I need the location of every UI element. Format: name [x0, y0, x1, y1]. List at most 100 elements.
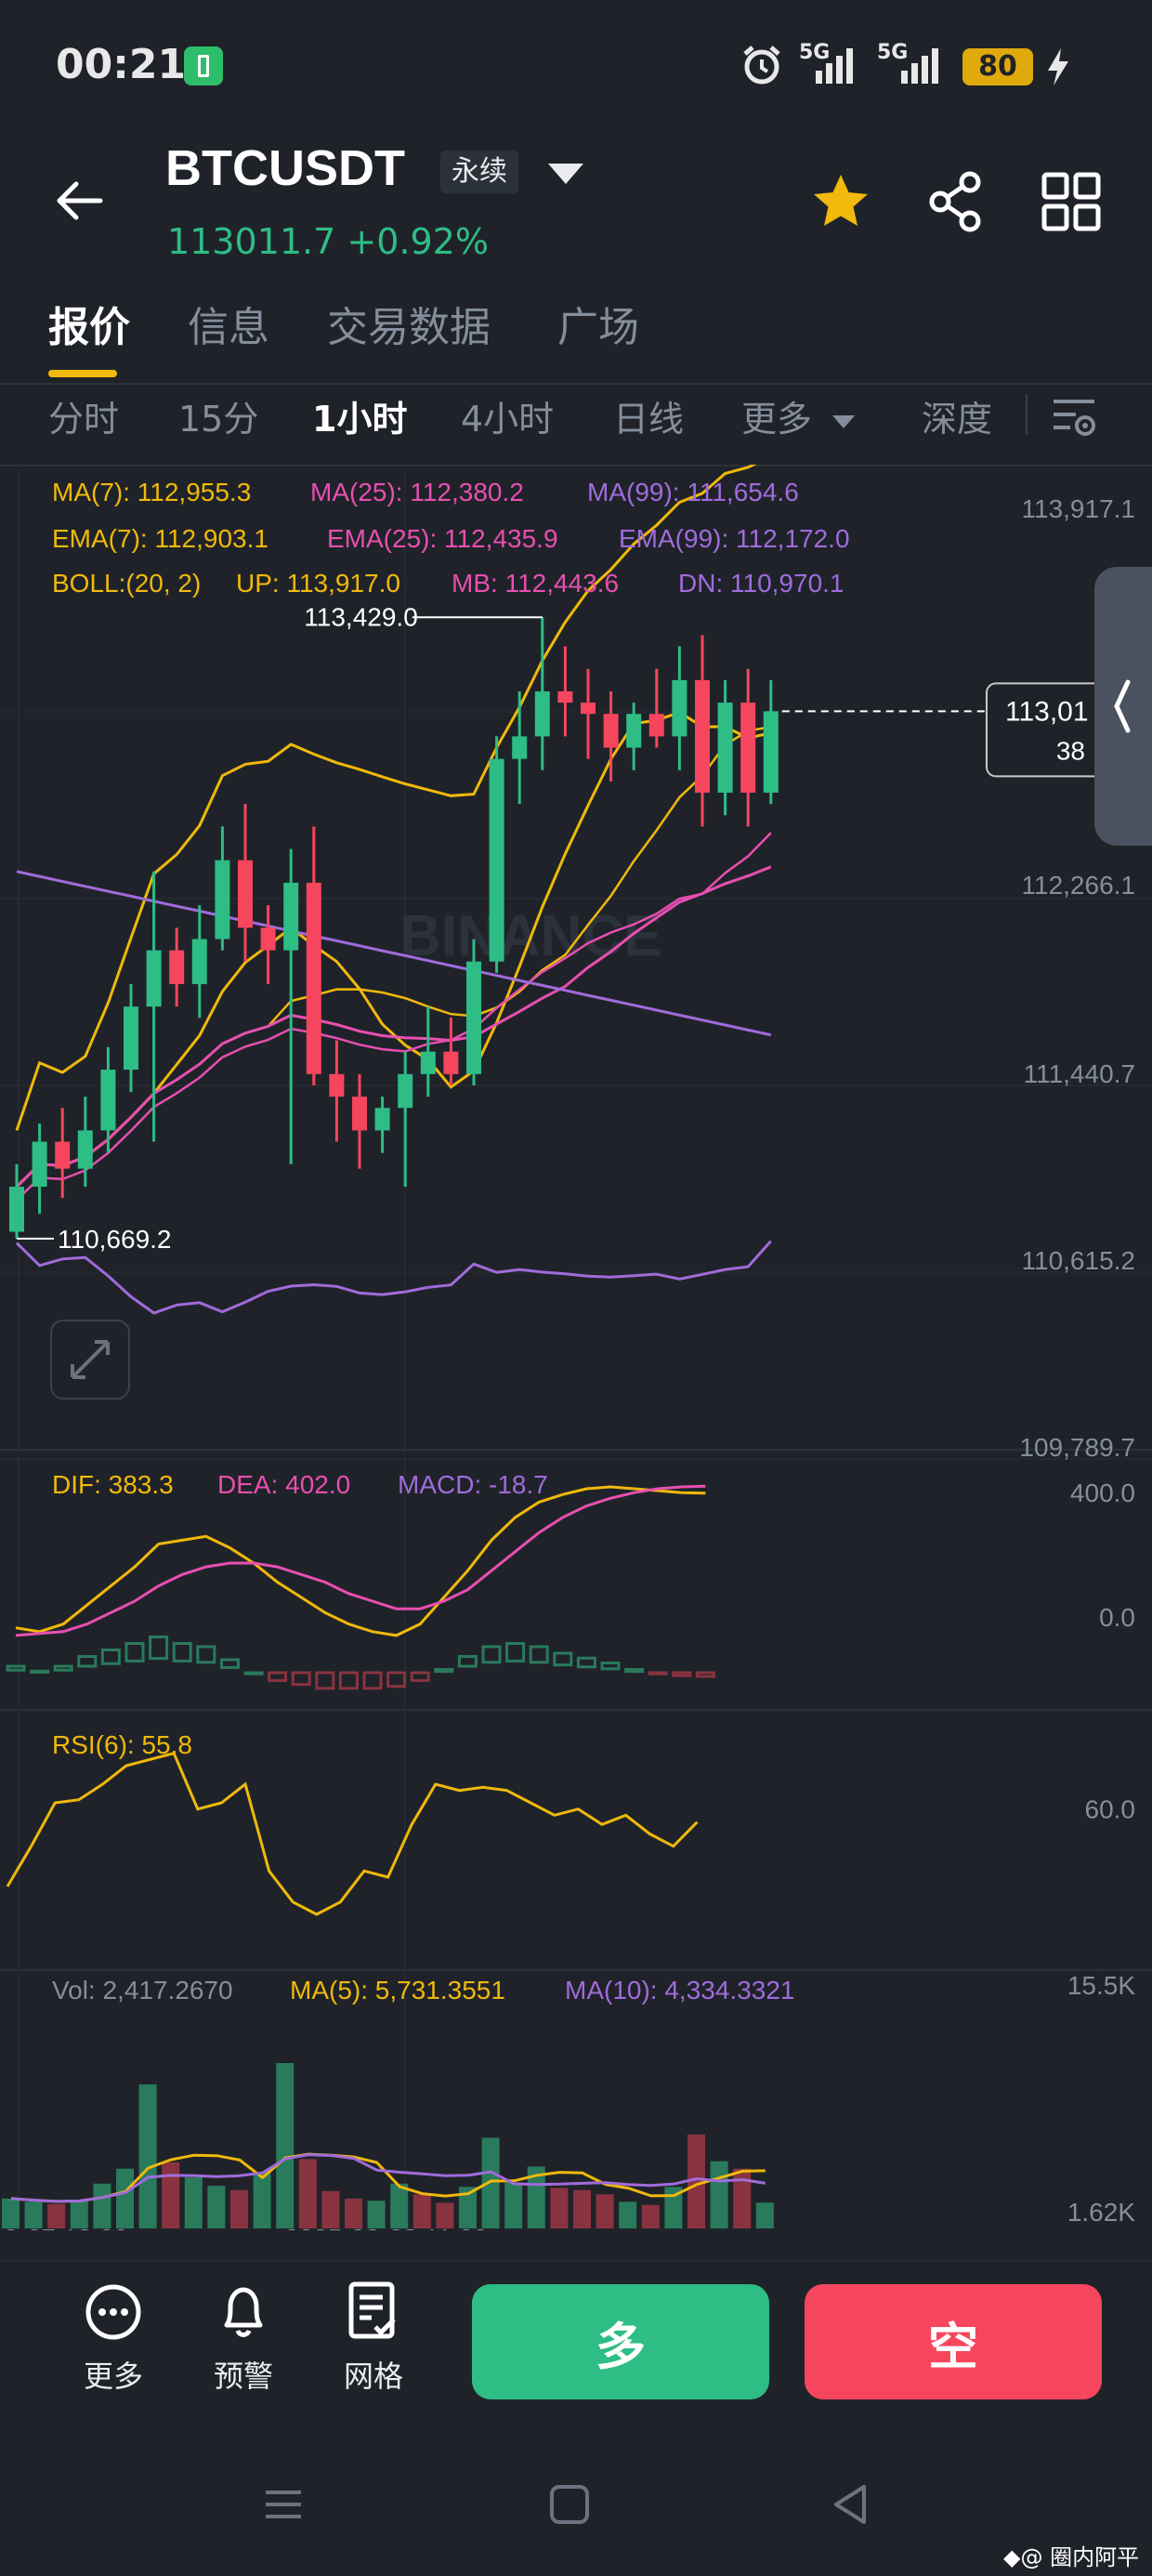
- macd-histogram-bar: [434, 1668, 454, 1674]
- candle: [740, 668, 756, 827]
- macd-histogram-bar: [624, 1668, 645, 1674]
- macd-histogram-bar: [600, 1662, 621, 1671]
- candle-body: [581, 703, 596, 715]
- interval-1h[interactable]: 1小时: [312, 399, 408, 440]
- candle: [306, 826, 321, 1085]
- volume-bar: [47, 2203, 66, 2228]
- volume-bar: [504, 2182, 523, 2228]
- candle: [695, 635, 710, 827]
- home-nav-icon[interactable]: [546, 2481, 593, 2528]
- chevron-left-icon: [1114, 679, 1131, 733]
- charging-icon: [184, 46, 223, 85]
- boll-params-label: BOLL:(20, 2): [52, 569, 202, 598]
- tab-square[interactable]: 广场: [557, 304, 639, 351]
- macd-histogram-bar: [30, 1669, 50, 1674]
- interval-daily[interactable]: 日线: [613, 399, 685, 440]
- back-arrow-icon[interactable]: [52, 173, 108, 229]
- network-type-2: 5G: [877, 41, 909, 64]
- chart-settings-icon[interactable]: [1048, 390, 1100, 442]
- kline-chart[interactable]: BINANCE113,917.1113,09112,266.1111,440.7…: [0, 465, 1152, 2230]
- candle-body: [512, 736, 528, 759]
- boll-dn-label: DN: 110,970.1: [678, 569, 844, 598]
- interval-timeline[interactable]: 分时: [48, 399, 120, 440]
- candle: [283, 848, 299, 1164]
- back-nav-icon[interactable]: [827, 2481, 873, 2528]
- volume-bar: [138, 2083, 157, 2228]
- expand-icon: [71, 1340, 110, 1379]
- price-axis-label: 110,615.2: [1022, 1246, 1136, 1275]
- macd-histogram-bar: [196, 1645, 216, 1664]
- macd-histogram-bar: [362, 1671, 383, 1690]
- tab-info[interactable]: 信息: [188, 304, 269, 351]
- candle: [191, 905, 207, 1019]
- more-button[interactable]: [58, 2273, 169, 2394]
- candle-body: [695, 679, 710, 793]
- macd-dea-line: [15, 1484, 706, 1637]
- price-axis-label: 109,789.7: [1019, 1433, 1135, 1462]
- status-bar: 00:21 5G 5G 80: [0, 0, 1152, 130]
- candle: [489, 736, 504, 973]
- candle-body: [169, 950, 185, 984]
- volume-bar: [596, 2194, 614, 2228]
- grid-menu-icon[interactable]: [1039, 169, 1104, 234]
- interval-15m[interactable]: 15分: [178, 399, 259, 440]
- volume-bar: [481, 2137, 500, 2228]
- volume-bar: [527, 2166, 545, 2228]
- volume-bar: [230, 2189, 248, 2228]
- ma99-line: [16, 870, 772, 1037]
- volume-bar: [2, 2198, 20, 2228]
- short-button[interactable]: 空: [805, 2284, 1102, 2399]
- divider: [0, 465, 1152, 467]
- macd-histogram-bar: [648, 1671, 668, 1676]
- grid-trading-button[interactable]: [318, 2273, 429, 2394]
- macd-dif-label: DIF: 383.3: [52, 1470, 174, 1499]
- candle: [77, 1097, 93, 1187]
- volume-bar: [321, 2190, 340, 2228]
- interval-4h[interactable]: 4小时: [461, 399, 555, 440]
- macd-histogram-bar: [219, 1658, 240, 1669]
- volume-bar: [412, 2194, 431, 2228]
- side-drawer-handle[interactable]: [1094, 567, 1152, 846]
- interval-more[interactable]: 更多: [741, 390, 856, 441]
- candle: [717, 679, 733, 816]
- grid-strategy-icon: [348, 2281, 396, 2339]
- tab-trading-data[interactable]: 交易数据: [327, 304, 491, 351]
- macd-histogram-bar: [410, 1671, 430, 1682]
- macd-histogram-bar: [100, 1649, 121, 1665]
- candle-body: [306, 882, 321, 1074]
- tab-quote[interactable]: 报价: [48, 304, 130, 351]
- candle-body: [191, 939, 207, 984]
- candle-body: [740, 703, 756, 793]
- fullscreen-button[interactable]: [50, 1320, 130, 1400]
- candle: [672, 646, 687, 770]
- candle: [329, 1040, 345, 1142]
- volume-bar: [573, 2189, 591, 2228]
- candle: [398, 1051, 413, 1187]
- favorite-star-icon[interactable]: [808, 169, 873, 234]
- macd-histogram-bar: [291, 1671, 311, 1687]
- depth-button[interactable]: 深度: [922, 399, 993, 440]
- macd-dif-line: [15, 1485, 706, 1637]
- macd-histogram-bar: [695, 1671, 715, 1678]
- share-icon[interactable]: [923, 169, 988, 234]
- candle-countdown: 38: [1056, 736, 1085, 765]
- candle: [763, 679, 779, 805]
- ma25-label: MA(25): 112,380.2: [310, 478, 524, 506]
- menu-nav-icon[interactable]: [260, 2481, 307, 2528]
- volume-bar: [162, 2162, 180, 2228]
- symbol-dropdown-caret-icon[interactable]: [548, 164, 583, 184]
- macd-histogram-bar: [553, 1651, 573, 1667]
- candle-body: [626, 714, 642, 748]
- macd-histogram-bar: [672, 1671, 692, 1677]
- candle-body: [374, 1108, 390, 1131]
- candle: [512, 690, 528, 805]
- symbol-title[interactable]: BTCUSDT: [165, 140, 405, 196]
- low-price-mark: 110,669.2: [58, 1225, 172, 1254]
- candle: [100, 1046, 116, 1153]
- candle-body: [283, 882, 299, 951]
- macd-histogram-bar: [338, 1671, 359, 1690]
- rsi-axis-label: 60.0: [1085, 1795, 1136, 1824]
- alert-button[interactable]: [188, 2273, 299, 2394]
- macd-histogram-bar: [386, 1671, 407, 1689]
- long-button[interactable]: 多: [472, 2284, 769, 2399]
